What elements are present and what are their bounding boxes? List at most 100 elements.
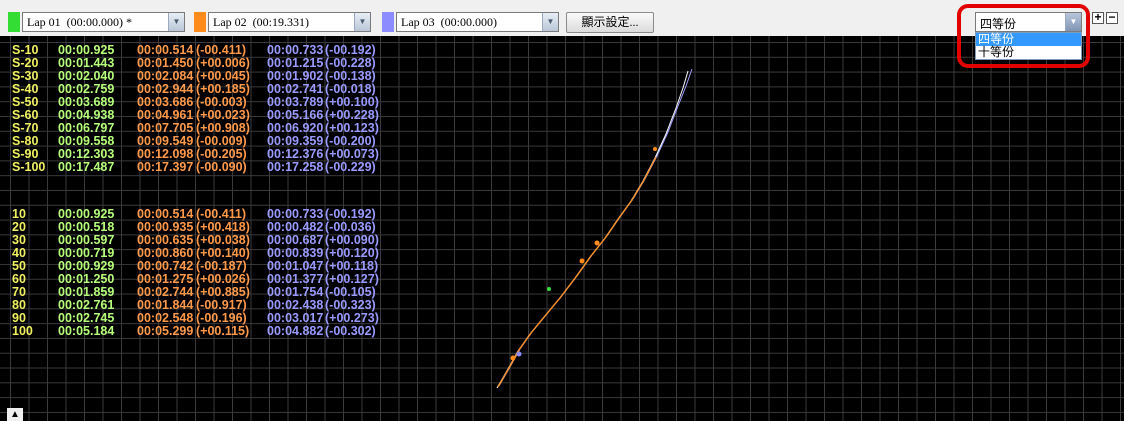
lap-2-time: 00:05.299 bbox=[137, 324, 194, 338]
lap-3-time: 00:01.377 bbox=[267, 272, 324, 286]
zoom-out-button[interactable]: − bbox=[1106, 11, 1118, 24]
toolbar: Lap 01 (00:00.000) * ▼ Lap 02 (00:19.331… bbox=[0, 0, 1124, 36]
row-label: 40 bbox=[12, 246, 26, 260]
row-label: 80 bbox=[12, 298, 26, 312]
row-label: S-100 bbox=[12, 160, 46, 174]
divider-dropdown-list: 四等份 十等份 bbox=[975, 32, 1082, 60]
lap-3-time: 00:00.733 bbox=[267, 207, 324, 221]
lap-2-sector-marker bbox=[510, 355, 516, 361]
divider-option-tenths[interactable]: 十等份 bbox=[978, 45, 1015, 59]
lap-1-time: 00:12.303 bbox=[58, 147, 115, 161]
row-label: 30 bbox=[12, 233, 26, 247]
lap-2-track-line bbox=[497, 156, 657, 388]
divider-select-value: 四等份 bbox=[980, 17, 1017, 31]
display-settings-button[interactable]: 顯示設定... bbox=[566, 12, 654, 33]
row-label: S-90 bbox=[12, 147, 39, 161]
lap-3-time: 00:02.438 bbox=[267, 298, 324, 312]
lap-1-time: 00:01.250 bbox=[58, 272, 115, 286]
lap-2-time: 00:02.744 bbox=[137, 285, 194, 299]
row-label: S-50 bbox=[12, 95, 39, 109]
lap-2-delta: (+00.026) bbox=[196, 272, 250, 286]
row-label: S-80 bbox=[12, 134, 39, 148]
row-label: 100 bbox=[12, 324, 33, 338]
lap-3-delta: (+00.123) bbox=[325, 121, 379, 135]
lap-3-time: 00:01.215 bbox=[267, 56, 324, 70]
lap-1-time: 00:00.925 bbox=[58, 207, 115, 221]
row-label: S-10 bbox=[12, 43, 39, 57]
lap-3-time: 00:02.741 bbox=[267, 82, 324, 96]
lap-1-sector-marker bbox=[547, 287, 551, 291]
track-plot-area[interactable]: S-10 00:00.925 00:00.514 (-00.411) 00:00.733… bbox=[0, 36, 1124, 421]
lap-3-time: 00:00.687 bbox=[267, 233, 324, 247]
lap-1-time: 00:09.558 bbox=[58, 134, 115, 148]
chevron-down-icon[interactable]: ▼ bbox=[354, 13, 370, 31]
lap-1-time: 00:03.689 bbox=[58, 95, 115, 109]
lap-2-delta: (-00.411) bbox=[196, 207, 247, 221]
lap-1-time: 00:05.184 bbox=[58, 324, 115, 338]
lap-3-delta: (+00.127) bbox=[325, 272, 379, 286]
lap-2-delta: (+00.185) bbox=[196, 82, 250, 96]
lap-3-delta: (-00.192) bbox=[325, 207, 376, 221]
lap-2-delta: (-00.196) bbox=[196, 311, 247, 325]
lap-2-select-value: Lap 02 (00:19.331) bbox=[213, 15, 309, 29]
lap-1-time: 00:02.040 bbox=[58, 69, 115, 83]
lap-3-delta: (+00.118) bbox=[325, 259, 379, 273]
lap-2-time: 00:12.098 bbox=[137, 147, 194, 161]
row-label: 70 bbox=[12, 285, 26, 299]
lap-1-time: 00:04.938 bbox=[58, 108, 115, 122]
chevron-down-icon[interactable]: ▼ bbox=[542, 13, 558, 31]
chevron-down-icon[interactable]: ▼ bbox=[168, 13, 184, 31]
lap-3-delta: (-00.018) bbox=[325, 82, 376, 96]
lap-2-time: 00:00.635 bbox=[137, 233, 194, 247]
lap-2-select[interactable]: Lap 02 (00:19.331) ▼ bbox=[208, 12, 371, 32]
lap-2-time: 00:00.514 bbox=[137, 207, 194, 221]
chevron-down-icon[interactable]: ▼ bbox=[1065, 13, 1081, 31]
lap-3-delta: (+00.090) bbox=[325, 233, 379, 247]
lap-2-delta: (+00.885) bbox=[196, 285, 250, 299]
lap-1-time: 00:00.929 bbox=[58, 259, 115, 273]
lap-3-select[interactable]: Lap 03 (00:00.000) ▼ bbox=[396, 12, 559, 32]
lap-2-delta: (+00.115) bbox=[196, 324, 250, 338]
lap-3-delta: (+00.273) bbox=[325, 311, 379, 325]
lap-1-select[interactable]: Lap 01 (00:00.000) * ▼ bbox=[22, 12, 185, 32]
lap-2-sector-marker bbox=[579, 258, 585, 264]
lap-2-time: 00:00.935 bbox=[137, 220, 194, 234]
lap-2-time: 00:00.514 bbox=[137, 43, 194, 57]
lap-3-color-swatch bbox=[382, 12, 394, 32]
row-label: 60 bbox=[12, 272, 26, 286]
lap-3-delta: (-00.105) bbox=[325, 285, 376, 299]
lap-1-time: 00:00.597 bbox=[58, 233, 115, 247]
chevron-up-icon[interactable]: ▲ bbox=[7, 408, 23, 421]
lap-2-time: 00:01.450 bbox=[137, 56, 194, 70]
lap-2-color-swatch bbox=[194, 12, 206, 32]
row-label: S-30 bbox=[12, 69, 39, 83]
lap-3-track-line bbox=[498, 68, 693, 387]
lap-2-time: 00:00.860 bbox=[137, 246, 194, 260]
lap-2-delta: (-00.090) bbox=[196, 160, 247, 174]
lap-3-delta: (-00.036) bbox=[325, 220, 376, 234]
lap-3-sector-marker bbox=[516, 351, 522, 357]
lap-3-time: 00:17.258 bbox=[267, 160, 324, 174]
row-label: S-60 bbox=[12, 108, 39, 122]
lap-2-time: 00:01.844 bbox=[137, 298, 194, 312]
lap-2-delta: (+00.006) bbox=[196, 56, 250, 70]
lap-1-color-swatch bbox=[8, 12, 20, 32]
lap-2-time: 00:04.961 bbox=[137, 108, 194, 122]
lap-3-time: 00:01.754 bbox=[267, 285, 324, 299]
lap-2-time: 00:02.084 bbox=[137, 69, 194, 83]
divider-option-quarters[interactable]: 四等份 bbox=[976, 33, 1081, 46]
lap-3-time: 00:00.482 bbox=[267, 220, 324, 234]
zoom-in-button[interactable]: + bbox=[1092, 11, 1104, 24]
lap-2-sector-marker bbox=[594, 240, 600, 246]
lap-2-time: 00:17.397 bbox=[137, 160, 194, 174]
lap-3-time: 00:12.376 bbox=[267, 147, 324, 161]
lap-2-sector-marker bbox=[653, 147, 657, 151]
lap-3-time: 00:01.047 bbox=[267, 259, 324, 273]
lap-1-time: 00:00.719 bbox=[58, 246, 115, 260]
lap-1-time: 00:06.797 bbox=[58, 121, 115, 135]
lap-2-time: 00:01.275 bbox=[137, 272, 194, 286]
divider-select[interactable]: 四等份 ▼ bbox=[975, 12, 1082, 32]
lap-3-delta: (+00.228) bbox=[325, 108, 379, 122]
lap-2-time: 00:07.705 bbox=[137, 121, 194, 135]
lap-2-time: 00:00.742 bbox=[137, 259, 194, 273]
